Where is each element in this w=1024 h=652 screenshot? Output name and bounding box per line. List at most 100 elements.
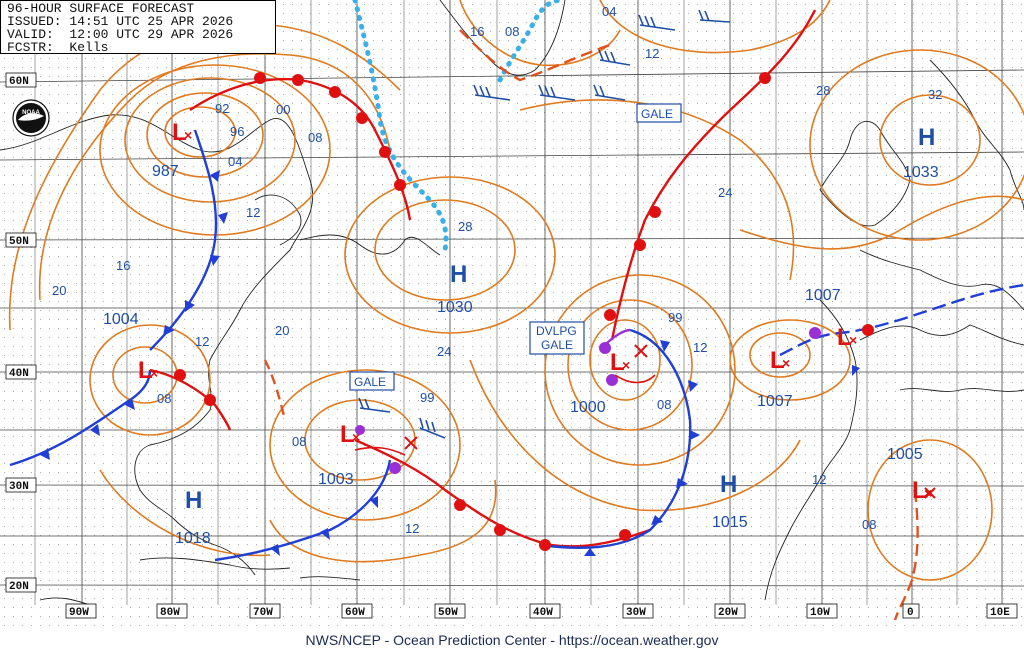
high-1015: H: [720, 471, 737, 498]
svg-text:12: 12: [645, 46, 659, 61]
header-forecaster: FCSTR: Kells: [7, 40, 109, 55]
pressure-label: 1007: [805, 287, 841, 304]
low-1007-a: L×: [770, 347, 790, 374]
warning-dvlpg-gale: DVLPG GALE: [529, 321, 585, 355]
svg-text:DVLPG: DVLPG: [536, 324, 577, 338]
svg-text:04: 04: [228, 154, 242, 169]
svg-text:L: L: [912, 477, 927, 504]
svg-text:×: ×: [924, 485, 932, 501]
cold-front-north: [149, 129, 218, 351]
low-1000: L×: [610, 349, 630, 376]
svg-text:12: 12: [693, 340, 707, 355]
svg-text:20N: 20N: [9, 581, 29, 593]
high-1018: H: [185, 487, 202, 514]
longitude-labels: 90W 80W 70W 60W 50W 40W 30W 20W 10W 0 10…: [65, 603, 1018, 619]
svg-text:08: 08: [657, 397, 671, 412]
dot-grid: [0, 0, 1024, 628]
svg-text:×: ×: [150, 365, 158, 381]
svg-text:70W: 70W: [253, 607, 273, 619]
wind-barbs: [358, 9, 731, 439]
noaa-logo-icon: NOAA: [12, 99, 50, 137]
header-valid: VALID: 12:00 UTC 29 APR 2026: [7, 27, 234, 42]
svg-text:×: ×: [352, 429, 360, 445]
svg-text:30N: 30N: [9, 481, 29, 493]
pressure-label: 1033: [903, 164, 939, 181]
svg-text:08: 08: [308, 130, 322, 145]
pressure-centers: L× L× L× L× L× L× L× H H H H: [138, 119, 935, 514]
footer-credit: NWS/NCEP - Ocean Prediction Center - htt…: [305, 632, 719, 648]
svg-text:08: 08: [157, 391, 171, 406]
svg-text:04: 04: [602, 4, 616, 19]
trough-north: [459, 29, 611, 82]
pressure-label: 1007: [757, 393, 793, 410]
svg-text:L: L: [837, 324, 852, 351]
storm-tracks: [354, 374, 656, 456]
low-1007-b: L×: [837, 324, 857, 351]
pressure-label: 1030: [437, 299, 473, 316]
isobar-labels: 16 08 04 12 92 96 00 08 04 12 16 20 28 2…: [52, 4, 942, 536]
pressure-label: 1018: [175, 530, 211, 547]
svg-text:20: 20: [52, 283, 66, 298]
low-1005: L×: [912, 477, 932, 504]
svg-text:40W: 40W: [533, 607, 553, 619]
svg-text:L: L: [172, 119, 187, 146]
graticule: [0, 0, 1024, 605]
svg-text:L: L: [770, 347, 785, 374]
trough-southeast: [893, 489, 919, 621]
svg-text:20W: 20W: [718, 607, 738, 619]
svg-text:28: 28: [816, 83, 830, 98]
stationary-front-east: [779, 283, 1024, 357]
pressure-label: 1003: [318, 471, 354, 488]
warning-gale-west: GALE: [349, 371, 395, 391]
forecast-header: 96-HOUR SURFACE FORECAST ISSUED: 14:51 U…: [0, 0, 276, 54]
warm-front-central: [610, 9, 817, 341]
pressure-label: 1000: [570, 399, 606, 416]
svg-text:50N: 50N: [9, 236, 29, 248]
svg-text:L: L: [138, 357, 153, 384]
warm-front-east: [149, 368, 232, 431]
svg-text:08: 08: [862, 517, 876, 532]
low-1003: L×: [340, 421, 360, 448]
svg-text:30W: 30W: [626, 607, 646, 619]
svg-text:28: 28: [458, 219, 472, 234]
high-1033: H: [918, 124, 935, 151]
svg-text:96: 96: [230, 124, 244, 139]
svg-text:99: 99: [420, 390, 434, 405]
svg-text:×: ×: [622, 357, 630, 373]
header-issued: ISSUED: 14:51 UTC 25 APR 2026: [7, 14, 234, 29]
svg-text:12: 12: [195, 334, 209, 349]
svg-text:12: 12: [246, 205, 260, 220]
low-1004: L×: [138, 357, 158, 384]
forecast-x-markers: [404, 344, 936, 499]
pressure-label: 1005: [887, 446, 923, 463]
svg-text:GALE: GALE: [354, 375, 386, 389]
warning-gale-north: GALE: [636, 103, 682, 123]
svg-text:92: 92: [215, 101, 229, 116]
svg-text:20: 20: [275, 323, 289, 338]
pressure-label: 1004: [103, 311, 139, 328]
svg-text:10E: 10E: [990, 607, 1010, 619]
front-symbols: [40, 72, 874, 556]
svg-text:24: 24: [718, 185, 732, 200]
svg-text:NOAA: NOAA: [22, 110, 40, 116]
svg-text:16: 16: [470, 24, 484, 39]
high-1030: H: [450, 261, 467, 288]
svg-text:08: 08: [505, 24, 519, 39]
header-title: 96-HOUR SURFACE FORECAST: [7, 1, 195, 16]
svg-text:60W: 60W: [345, 607, 365, 619]
svg-text:08: 08: [292, 434, 306, 449]
latitude-labels: 60N 50N 40N 30N 20N: [5, 72, 37, 593]
cold-front-mid: [214, 459, 392, 562]
svg-text:24: 24: [437, 344, 451, 359]
trough-carolina: [263, 359, 287, 421]
pressure-label: 1015: [712, 514, 748, 531]
svg-text:99: 99: [668, 310, 682, 325]
svg-text:80W: 80W: [160, 607, 180, 619]
svg-text:L: L: [340, 421, 355, 448]
svg-text:GALE: GALE: [541, 338, 573, 352]
svg-text:12: 12: [405, 521, 419, 536]
svg-text:×: ×: [184, 127, 192, 143]
svg-text:50W: 50W: [438, 607, 458, 619]
low-987: L×: [172, 119, 192, 146]
